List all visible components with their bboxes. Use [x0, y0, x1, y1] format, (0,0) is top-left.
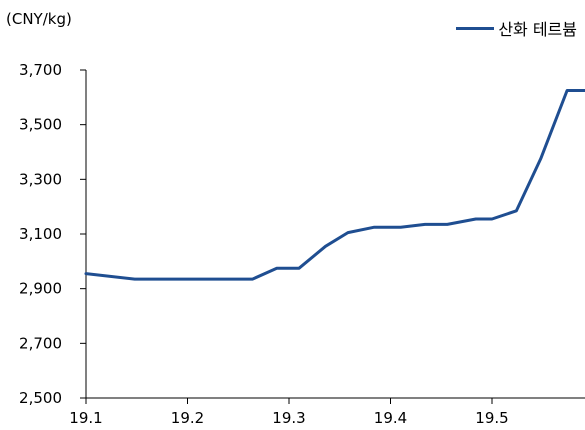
y-tick-label: 2,900 — [19, 280, 62, 298]
y-tick-label: 3,100 — [19, 225, 62, 243]
y-tick-label: 2,500 — [19, 389, 62, 407]
x-tick-label: 19.4 — [374, 409, 407, 427]
chart-legend: 산화 테르븀 — [456, 16, 577, 40]
legend-line-swatch — [456, 26, 495, 30]
y-tick-label: 3,300 — [19, 170, 62, 188]
y-axis-unit-label: (CNY/kg) — [6, 10, 72, 28]
x-tick-label: 19.1 — [69, 409, 102, 427]
series-line-0 — [84, 89, 585, 281]
x-tick-label: 19.2 — [171, 409, 204, 427]
legend-series-label: 산화 테르븀 — [498, 20, 577, 39]
y-tick-label: 2,700 — [19, 334, 62, 352]
y-tick-label: 3,700 — [19, 61, 62, 79]
x-tick-label: 19.3 — [272, 409, 305, 427]
y-tick-label: 3,500 — [19, 116, 62, 134]
x-tick-label: 19.5 — [475, 409, 508, 427]
